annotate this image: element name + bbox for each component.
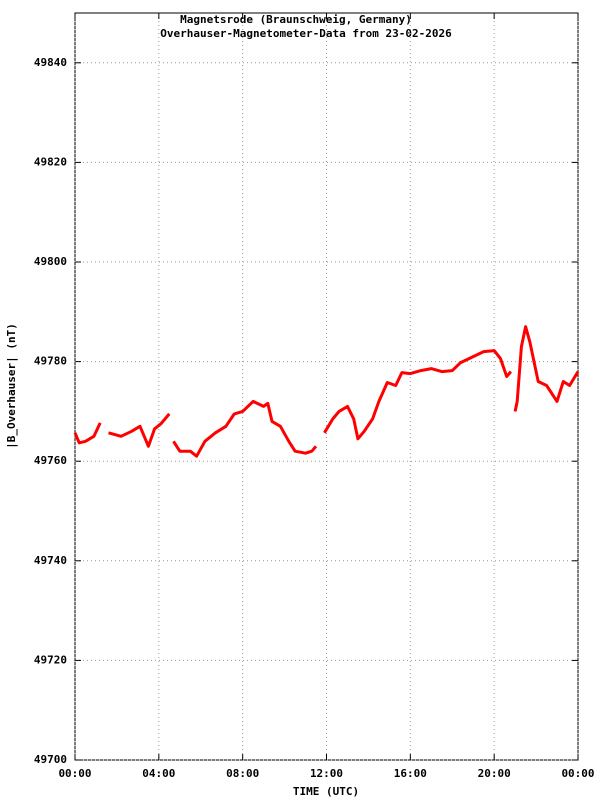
y-tick-label: 49840 <box>34 56 67 69</box>
chart-subtitle: Overhauser-Magnetometer-Data from 23-02-… <box>160 27 452 40</box>
x-tick-label: 00:00 <box>58 767 91 780</box>
data-line <box>73 325 580 458</box>
chart-title: Magnetsrode (Braunschweig, Germany) <box>180 13 412 26</box>
y-tick-label: 49780 <box>34 355 67 368</box>
x-tick-label: 12:00 <box>310 767 343 780</box>
x-tick-label: 08:00 <box>226 767 259 780</box>
y-tick-label: 49720 <box>34 653 67 666</box>
y-axis-label: |B_Overhauser| (nT) <box>5 323 18 449</box>
x-tick-label: 16:00 <box>394 767 427 780</box>
y-tick-label: 49760 <box>34 454 67 467</box>
x-tick-label: 04:00 <box>142 767 175 780</box>
y-tick-label: 49740 <box>34 554 67 567</box>
y-tick-label: 49700 <box>34 753 67 766</box>
x-axis-label: TIME (UTC) <box>293 785 359 798</box>
y-tick-label: 49800 <box>34 255 67 268</box>
y-tick-label: 49820 <box>34 155 67 168</box>
x-tick-label: 00:00 <box>561 767 594 780</box>
x-tick-label: 20:00 <box>478 767 511 780</box>
